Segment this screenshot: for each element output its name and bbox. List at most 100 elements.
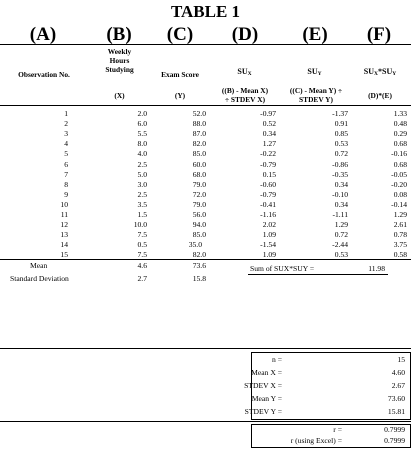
cell-y: 88.0 bbox=[192, 119, 206, 129]
cell-sux: 1.27 bbox=[262, 139, 276, 149]
cell-x: 7.5 bbox=[137, 230, 148, 240]
cell-product: 0.68 bbox=[393, 159, 407, 169]
sd-y: 15.8 bbox=[192, 274, 206, 283]
cell-x: 1.5 bbox=[137, 210, 148, 219]
cell-suy: -1.37 bbox=[332, 109, 348, 118]
header-d-formula-1: ((B) - Mean X) bbox=[221, 86, 269, 95]
cell-sux: -0.60 bbox=[260, 179, 276, 189]
cell-y: 72.0 bbox=[192, 189, 206, 199]
result-label: r (using Excel) = bbox=[290, 436, 342, 445]
cell-x: 0.5 bbox=[137, 240, 148, 250]
header-b-line1: Weekly bbox=[107, 47, 132, 56]
header-weekly-hours: Weekly Hours Studying bbox=[92, 47, 147, 74]
header-d-sub: X bbox=[247, 71, 252, 77]
result-value: 0.7999 bbox=[384, 436, 405, 445]
header-top-rule bbox=[0, 44, 411, 45]
cell-product: 1.29 bbox=[393, 210, 407, 219]
stat-label: STDEV Y = bbox=[244, 407, 282, 416]
cell-suy: 0.85 bbox=[334, 129, 348, 139]
cell-x: 3.5 bbox=[137, 199, 148, 209]
header-d-formula: ((B) - Mean X) ÷ STDEV X) bbox=[208, 86, 282, 104]
cell-sux: -0.22 bbox=[260, 149, 276, 159]
header-f-star: *SU bbox=[378, 67, 393, 76]
cell-product: 0.29 bbox=[393, 129, 407, 139]
cell-obs: 15 bbox=[60, 250, 68, 260]
header-b-line3: Studying bbox=[105, 65, 134, 74]
cell-sux: 1.09 bbox=[262, 230, 276, 240]
cell-y: 82.0 bbox=[192, 139, 206, 149]
cell-x: 2.0 bbox=[137, 109, 148, 118]
header-e-formula-2: STDEV Y) bbox=[299, 95, 333, 104]
cell-y: 79.0 bbox=[192, 179, 206, 189]
header-d-main: SU bbox=[237, 67, 248, 76]
stat-label: Mean X = bbox=[251, 368, 282, 377]
sum-rule bbox=[248, 274, 388, 275]
cell-sux: -1.16 bbox=[260, 210, 276, 219]
cell-obs: 5 bbox=[64, 149, 68, 159]
page-title: TABLE 1 bbox=[170, 2, 241, 21]
header-f-sub2: Y bbox=[392, 71, 397, 77]
cell-x: 7.5 bbox=[137, 250, 148, 260]
cell-suy: -0.86 bbox=[332, 159, 348, 169]
cell-x: 3.0 bbox=[137, 179, 148, 189]
cell-sux: 0.34 bbox=[262, 129, 276, 139]
cell-obs: 6 bbox=[64, 159, 68, 169]
sd-label: Standard Deviation bbox=[10, 274, 69, 283]
stat-value: 73.60 bbox=[387, 394, 405, 403]
mean-x: 4.6 bbox=[137, 261, 148, 270]
cell-obs: 12 bbox=[60, 220, 68, 230]
header-b-line2: Hours bbox=[109, 56, 130, 65]
stat-label: Mean Y = bbox=[251, 394, 282, 403]
cell-obs: 9 bbox=[64, 189, 68, 199]
cell-obs: 1 bbox=[64, 109, 68, 118]
data-bottom-rule bbox=[0, 259, 411, 260]
cell-product: 0.08 bbox=[393, 189, 407, 199]
cell-product: 1.33 bbox=[393, 109, 407, 118]
header-f-main: SU bbox=[363, 67, 375, 76]
header-d-formula-2: ÷ STDEV X) bbox=[224, 95, 266, 104]
stat-value: 15.81 bbox=[387, 407, 405, 416]
cell-y: 60.0 bbox=[192, 159, 206, 169]
mean-y: 73.6 bbox=[192, 261, 206, 270]
cell-suy: -0.10 bbox=[332, 189, 348, 199]
cell-product: 2.61 bbox=[393, 220, 407, 230]
cell-obs: 3 bbox=[64, 129, 68, 139]
header-observation-no: Observation No. bbox=[18, 70, 70, 79]
cell-x: 2.5 bbox=[137, 159, 148, 169]
cell-obs: 14 bbox=[60, 240, 68, 250]
header-b-unit: (X) bbox=[114, 91, 125, 100]
cell-suy: 1.29 bbox=[334, 220, 348, 230]
stat-value: 15 bbox=[397, 355, 405, 364]
cell-x: 10.0 bbox=[133, 220, 147, 230]
cell-x: 8.0 bbox=[137, 139, 148, 149]
cell-suy: 0.72 bbox=[334, 149, 348, 159]
result-label: r = bbox=[333, 425, 342, 434]
cell-product: -0.20 bbox=[391, 179, 407, 189]
cell-product: 0.78 bbox=[393, 230, 407, 240]
stat-value: 4.60 bbox=[391, 368, 405, 377]
header-exam-score: Exam Score bbox=[161, 70, 199, 79]
cell-obs: 11 bbox=[60, 210, 68, 219]
header-e-formula: ((C) - Mean Y) ÷ STDEV Y) bbox=[278, 86, 354, 104]
cell-sux: -1.54 bbox=[260, 240, 276, 250]
stat-label: STDEV X = bbox=[244, 381, 282, 390]
header-sux-suy: SUX*SUY bbox=[350, 67, 410, 79]
header-f-formula: (D)*(E) bbox=[368, 91, 392, 100]
header-f-sub1: X bbox=[374, 71, 378, 77]
cell-obs: 10 bbox=[60, 199, 68, 209]
cell-sux: -0.41 bbox=[260, 199, 276, 209]
cell-y: 85.0 bbox=[192, 230, 206, 240]
cell-sux: 2.02 bbox=[262, 220, 276, 230]
cell-suy: -1.11 bbox=[332, 210, 348, 219]
cell-x: 4.0 bbox=[137, 149, 148, 159]
cell-sux: 0.52 bbox=[262, 119, 276, 129]
header-bottom-rule bbox=[0, 105, 411, 106]
header-e-main: SU bbox=[307, 67, 318, 76]
cell-obs: 13 bbox=[60, 230, 68, 240]
cell-sux: -0.97 bbox=[260, 109, 276, 118]
cell-product: 0.58 bbox=[393, 250, 407, 260]
cell-obs: 8 bbox=[64, 179, 68, 189]
cell-product: -0.16 bbox=[391, 149, 407, 159]
cell-obs: 7 bbox=[64, 169, 68, 179]
cell-suy: -0.35 bbox=[332, 169, 348, 179]
